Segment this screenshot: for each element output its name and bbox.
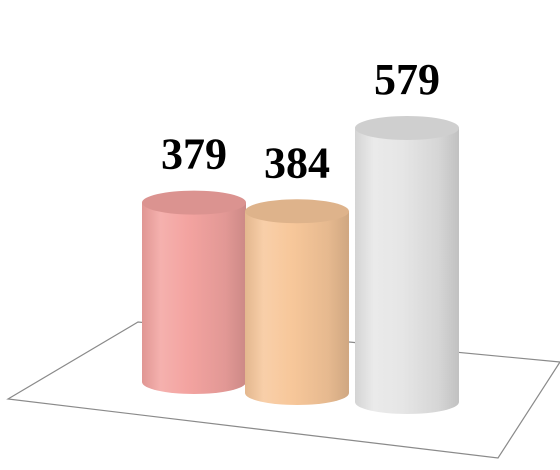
data-label-3: 579 [374,55,440,104]
bar-1 [142,190,246,394]
data-labels-layer: 379 384 579 [161,55,440,187]
bar-2-body [245,211,349,405]
bar-2-top [245,199,349,224]
bars-layer [142,116,459,414]
bar-1-body [142,202,246,394]
data-label-1: 379 [161,130,227,179]
bar-1-top [142,190,246,215]
chart-floor [6,321,560,459]
bar-3 [355,116,459,414]
data-label-2: 384 [264,138,330,187]
bar-3-top [355,116,459,140]
bar-3-body [355,128,459,414]
bar-2 [245,199,349,405]
